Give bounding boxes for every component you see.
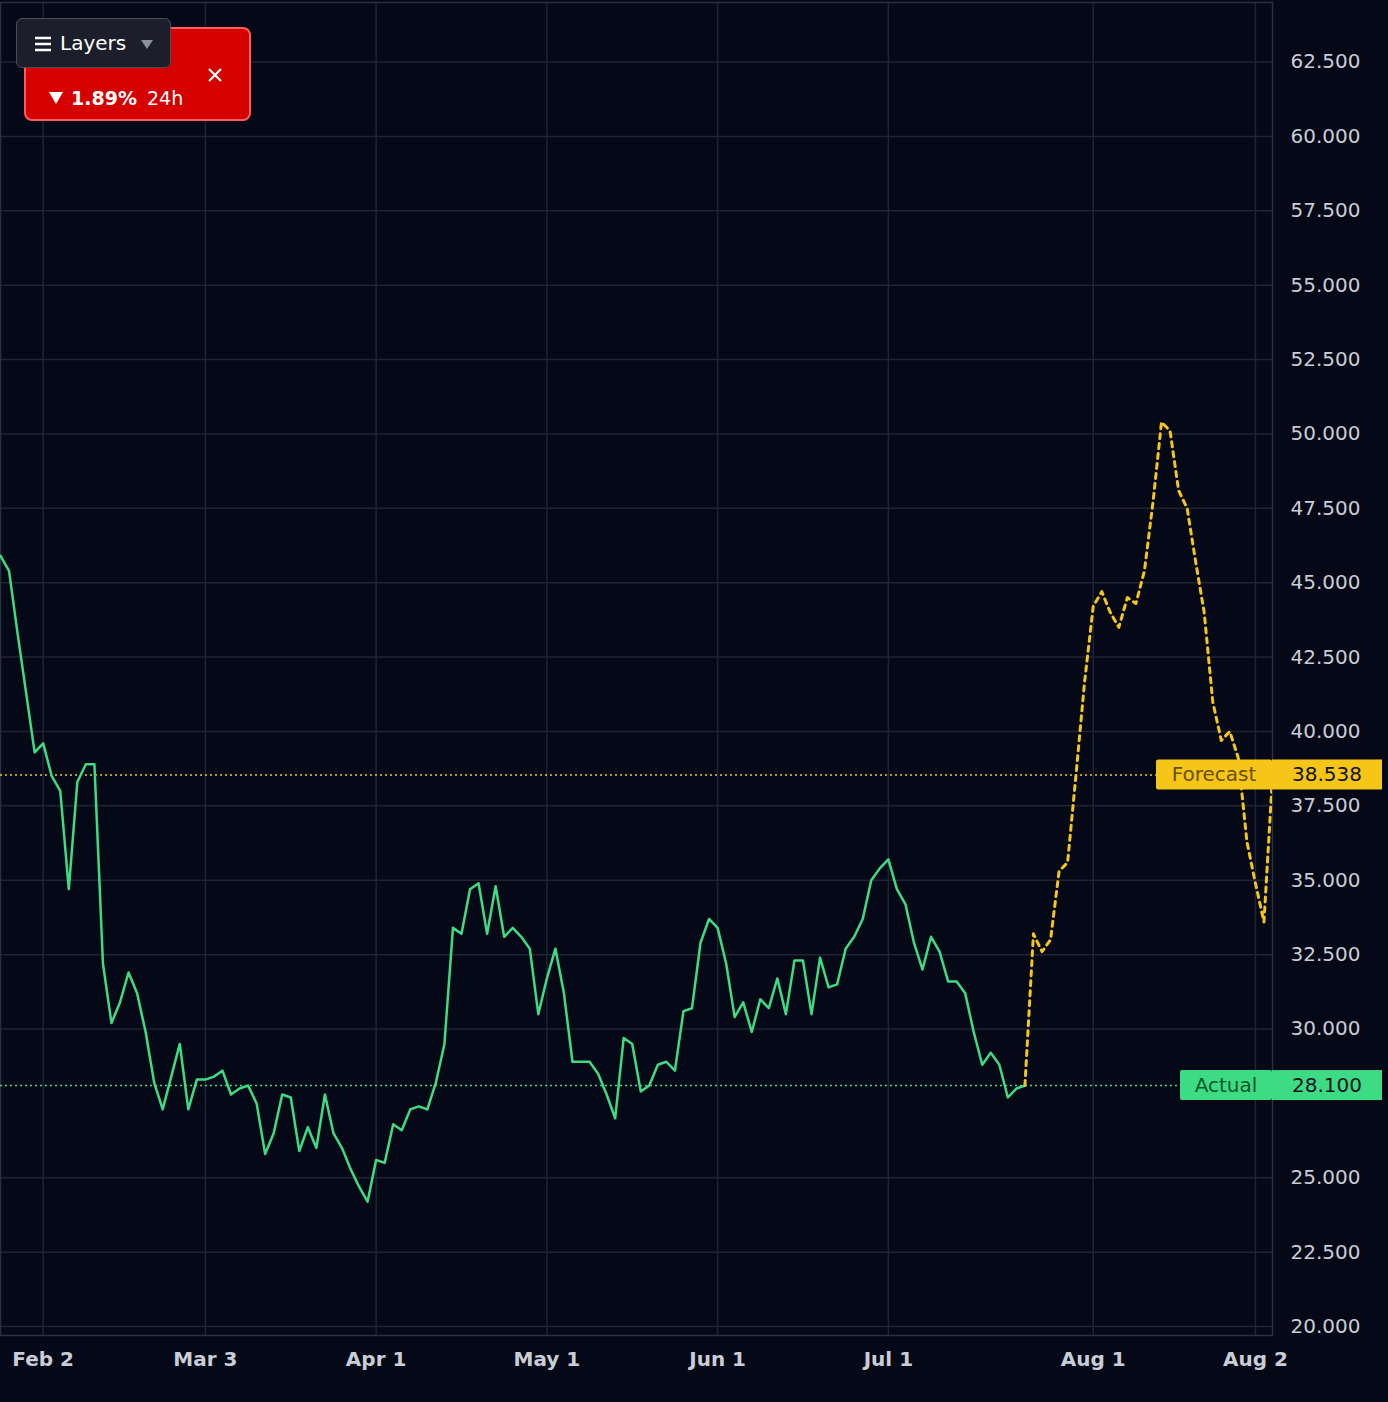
svg-text:55.000: 55.000: [1291, 273, 1361, 297]
svg-text:47.500: 47.500: [1291, 496, 1361, 520]
svg-text:52.500: 52.500: [1291, 347, 1361, 371]
svg-text:May 1: May 1: [514, 1347, 581, 1371]
svg-text:Mar 3: Mar 3: [173, 1347, 237, 1371]
svg-text:45.000: 45.000: [1291, 570, 1361, 594]
svg-text:25.000: 25.000: [1291, 1165, 1361, 1189]
svg-text:42.500: 42.500: [1291, 644, 1361, 668]
svg-text:20.000: 20.000: [1291, 1314, 1361, 1338]
html-text:Layers: Layers: [60, 31, 127, 55]
svg-text:Jun 1: Jun 1: [687, 1347, 746, 1371]
html-text:1.89%: 1.89%: [71, 87, 137, 109]
svg-text:Actual: Actual: [1195, 1073, 1258, 1097]
svg-text:57.500: 57.500: [1291, 198, 1361, 222]
svg-text:37.500: 37.500: [1291, 793, 1361, 817]
svg-text:Aug 2: Aug 2: [1223, 1347, 1288, 1371]
svg-text:Feb 2: Feb 2: [12, 1347, 74, 1371]
html-text:24h: 24h: [147, 87, 184, 109]
svg-text:30.000: 30.000: [1291, 1016, 1361, 1040]
svg-text:35.000: 35.000: [1291, 868, 1361, 892]
svg-text:Jul 1: Jul 1: [862, 1347, 913, 1371]
svg-text:Forecast: Forecast: [1172, 762, 1257, 786]
svg-text:38.538: 38.538: [1292, 762, 1362, 786]
svg-text:Apr 1: Apr 1: [346, 1347, 407, 1371]
svg-text:Aug 1: Aug 1: [1061, 1347, 1126, 1371]
svg-text:32.500: 32.500: [1291, 942, 1361, 966]
svg-text:40.000: 40.000: [1291, 719, 1361, 743]
svg-text:60.000: 60.000: [1291, 124, 1361, 148]
svg-text:22.500: 22.500: [1291, 1240, 1361, 1264]
svg-text:50.000: 50.000: [1291, 421, 1361, 445]
svg-text:62.500: 62.500: [1291, 49, 1361, 73]
svg-text:28.100: 28.100: [1292, 1073, 1362, 1097]
